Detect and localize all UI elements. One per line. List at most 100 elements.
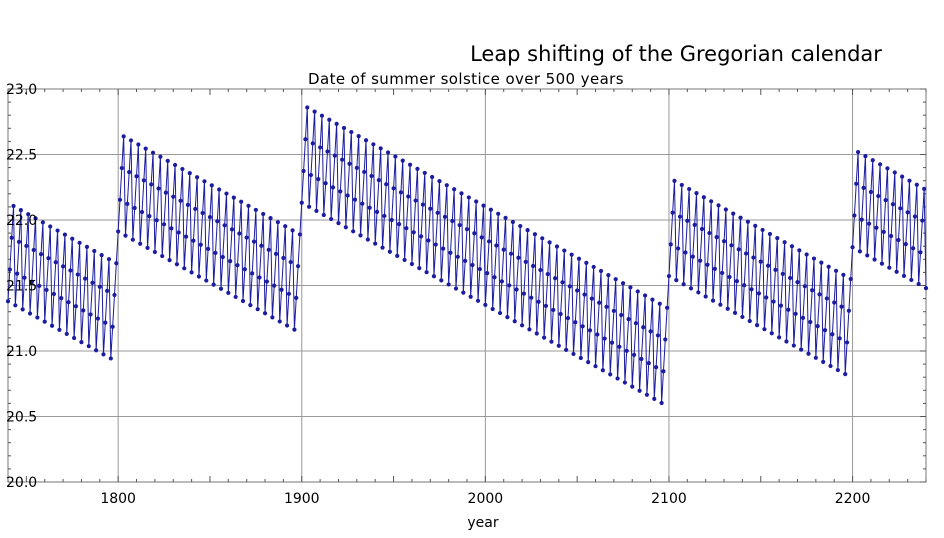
data-point [455, 254, 460, 259]
data-point [215, 219, 220, 224]
data-point [571, 351, 576, 357]
data-point [38, 252, 44, 257]
y-tick-label: 20.5 [6, 410, 37, 426]
data-point [892, 170, 897, 175]
data-point [894, 269, 899, 274]
data-point [788, 275, 793, 281]
data-point [507, 283, 512, 288]
data-point [558, 311, 563, 317]
data-point [540, 236, 545, 241]
data-point [81, 308, 86, 313]
data-point [639, 356, 644, 362]
data-point [200, 210, 205, 216]
data-point [923, 286, 929, 291]
data-point [598, 268, 604, 274]
data-point [573, 320, 578, 325]
data-point [826, 264, 831, 269]
data-point [732, 310, 738, 315]
data-point [340, 157, 345, 162]
data-point [878, 162, 883, 167]
data-point [872, 257, 877, 262]
data-point [127, 170, 132, 175]
data-point [474, 199, 479, 204]
data-point [542, 335, 547, 340]
data-point [204, 278, 209, 283]
data-point [213, 250, 218, 256]
data-point [912, 214, 918, 219]
data-point [207, 215, 213, 220]
data-point [745, 219, 751, 224]
data-point [584, 260, 589, 265]
y-tick-labels: 20.0 20.5 21.0 21.5 22.0 22.5 23.0 [6, 82, 37, 491]
data-point [824, 296, 829, 301]
data-point [169, 226, 174, 231]
data-point [832, 300, 837, 305]
x-tick-label: 1900 [284, 491, 320, 507]
data-point [354, 165, 359, 170]
data-point [747, 318, 752, 324]
data-point [422, 170, 427, 176]
data-point [756, 291, 762, 296]
data-point [743, 251, 749, 256]
data-point [156, 186, 161, 191]
data-point [367, 205, 372, 210]
data-point [903, 242, 908, 247]
data-point [90, 280, 95, 285]
data-point [760, 227, 765, 233]
data-point [29, 279, 34, 284]
data-point [494, 243, 499, 248]
data-point [66, 300, 71, 305]
data-point [819, 260, 824, 265]
data-point [48, 224, 53, 229]
data-point [330, 185, 336, 190]
data-point [389, 217, 394, 223]
data-point [222, 223, 227, 228]
data-point [446, 282, 451, 287]
chart-title: Leap shifting of the Gregorian calendar [470, 42, 882, 66]
data-point [273, 251, 279, 257]
data-point [384, 182, 389, 187]
data-point [374, 209, 380, 214]
data-point [472, 231, 477, 236]
data-point [319, 113, 325, 118]
data-point [516, 255, 521, 260]
data-point [810, 288, 815, 293]
data-point [652, 396, 657, 401]
data-point [191, 238, 196, 243]
data-point [371, 142, 376, 147]
data-point [108, 356, 113, 361]
data-point [674, 278, 679, 283]
data-point [712, 266, 717, 271]
data-point [217, 187, 222, 192]
data-point [569, 252, 574, 257]
data-point [688, 286, 694, 291]
data-point [358, 233, 363, 238]
data-point [163, 190, 168, 195]
data-point [833, 268, 839, 273]
y-tick-label: 21.5 [6, 279, 37, 295]
data-point [244, 235, 249, 240]
data-point [378, 146, 383, 151]
data-point [775, 236, 780, 241]
data-point [850, 245, 855, 250]
data-point [490, 306, 495, 312]
data-point [885, 166, 890, 171]
data-point [600, 368, 605, 373]
data-point [413, 198, 418, 203]
data-point [55, 228, 60, 233]
data-point [106, 257, 112, 262]
data-point [172, 162, 178, 168]
data-point [582, 292, 587, 297]
data-point [485, 271, 490, 276]
data-point [727, 274, 732, 280]
x-tick-labels: 1800 1900 2000 2100 2200 [100, 491, 870, 507]
data-point [42, 319, 47, 324]
data-point [40, 220, 45, 225]
data-point [668, 242, 673, 247]
data-point [703, 294, 708, 299]
data-point [376, 178, 381, 183]
data-point [369, 173, 374, 179]
data-point [868, 189, 874, 195]
data-point [237, 231, 242, 236]
data-point [33, 216, 38, 221]
